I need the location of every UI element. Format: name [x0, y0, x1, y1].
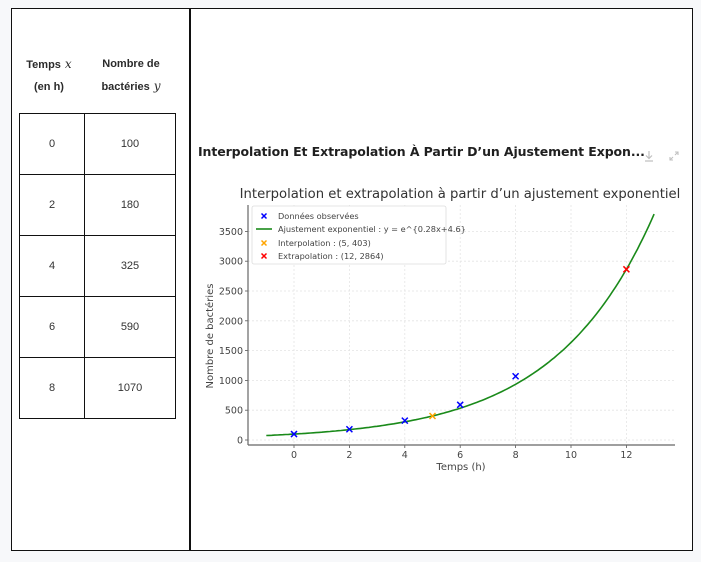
- svg-text:10: 10: [565, 450, 577, 461]
- download-icon[interactable]: [643, 150, 655, 165]
- chart-title: Interpolation et extrapolation à partir …: [240, 186, 681, 202]
- header-bacteria: Nombre de bactéries y: [86, 53, 176, 98]
- fit-curve: [266, 213, 655, 437]
- svg-text:12: 12: [620, 450, 632, 461]
- svg-text:Extrapolation : (12, 2864): Extrapolation : (12, 2864): [278, 251, 384, 261]
- svg-text:500: 500: [225, 406, 243, 417]
- svg-text:0: 0: [291, 450, 297, 461]
- svg-text:1500: 1500: [219, 346, 243, 357]
- header-time-var: x: [64, 57, 72, 71]
- svg-text:1000: 1000: [219, 376, 243, 387]
- cell-count: 1070: [84, 357, 176, 419]
- table-row: 8 1070: [19, 357, 176, 419]
- svg-text:2000: 2000: [219, 316, 243, 327]
- expand-icon[interactable]: [668, 150, 680, 165]
- cell-time: 2: [19, 174, 85, 236]
- svg-text:Interpolation : (5, 403): Interpolation : (5, 403): [278, 238, 371, 248]
- cell-time: 8: [19, 357, 85, 419]
- tick-labels: 0 2 4 6 8 10 12 0 500 1000 1500 2000 2500 3000 3500: [219, 227, 633, 461]
- legend-item: Données observées: [260, 211, 359, 221]
- data-point-marker: [622, 265, 630, 273]
- svg-text:0: 0: [237, 436, 243, 447]
- svg-text:3000: 3000: [219, 257, 243, 268]
- column-divider: [189, 9, 191, 550]
- data-table: 0 100 2 180 4 325 6 590 8 1070: [19, 113, 176, 419]
- svg-text:8: 8: [513, 450, 519, 461]
- layout-table: Temps x (en h) Nombre de bactéries y 0 100…: [11, 8, 693, 551]
- header-time-unit: (en h): [34, 81, 64, 93]
- svg-text:3500: 3500: [219, 227, 243, 238]
- header-bacteria-line2: bactéries: [101, 81, 150, 93]
- header-time-label: Temps: [26, 59, 61, 71]
- x-axis-label: Temps (h): [435, 462, 485, 473]
- header-bacteria-var: y: [153, 79, 161, 93]
- data-point-marker: [345, 425, 353, 433]
- y-axis-label: Nombre de bactéries: [204, 284, 216, 389]
- legend: Données observées Ajustement exponentiel …: [251, 205, 466, 265]
- data-markers: [290, 265, 630, 438]
- data-point-marker: [290, 430, 298, 438]
- cell-time: 4: [19, 235, 85, 297]
- cell-count: 180: [84, 174, 176, 236]
- header-bacteria-line1: Nombre de: [102, 58, 160, 70]
- axes: [245, 205, 675, 448]
- header-time: Temps x (en h): [12, 53, 86, 98]
- legend-item: Extrapolation : (12, 2864): [260, 251, 384, 261]
- data-point-marker: [401, 417, 409, 425]
- table-row: 2 180: [19, 174, 176, 236]
- svg-text:4: 4: [402, 450, 408, 461]
- svg-text:Données observées: Données observées: [278, 211, 359, 221]
- svg-text:6: 6: [457, 450, 463, 461]
- svg-text:2500: 2500: [219, 287, 243, 298]
- data-point-marker: [428, 412, 437, 420]
- chart-card-title: Interpolation Et Extrapolation À Partir …: [198, 144, 645, 159]
- data-point-marker: [512, 372, 520, 380]
- svg-text:2: 2: [346, 450, 352, 461]
- legend-item: Interpolation : (5, 403): [260, 238, 371, 248]
- data-point-marker: [456, 401, 464, 409]
- svg-text:Ajustement exponentiel : y = e: Ajustement exponentiel : y = e^{0.28x+4.…: [278, 224, 466, 234]
- legend-item: Ajustement exponentiel : y = e^{0.28x+4.…: [256, 224, 466, 234]
